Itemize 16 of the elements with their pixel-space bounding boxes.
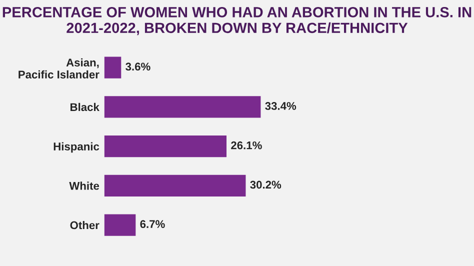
bar [104,174,246,196]
y-tick-label: Other [70,221,100,230]
y-tick-label: Hispanic [54,142,100,153]
data-label: 30.2% [250,180,282,189]
bar [104,56,122,78]
data-label: 26.1% [231,141,262,150]
y-tick-label: Asian, Pacific Islander [18,58,100,78]
chart-title: PERCENTAGE OF WOMEN WHO HAD AN ABORTION IN THE U.S. IN 2021-2022, BROKEN DOWN BY RACE/ETHNICITY [2,7,472,36]
bar [104,96,261,118]
bar [104,214,136,236]
data-label: 33.4% [265,102,296,110]
data-label: 3.6% [126,62,150,71]
data-label: 6.7% [140,220,165,228]
y-tick-label: White [69,182,100,190]
y-tick-label: Black [70,102,100,112]
bar [104,135,227,158]
